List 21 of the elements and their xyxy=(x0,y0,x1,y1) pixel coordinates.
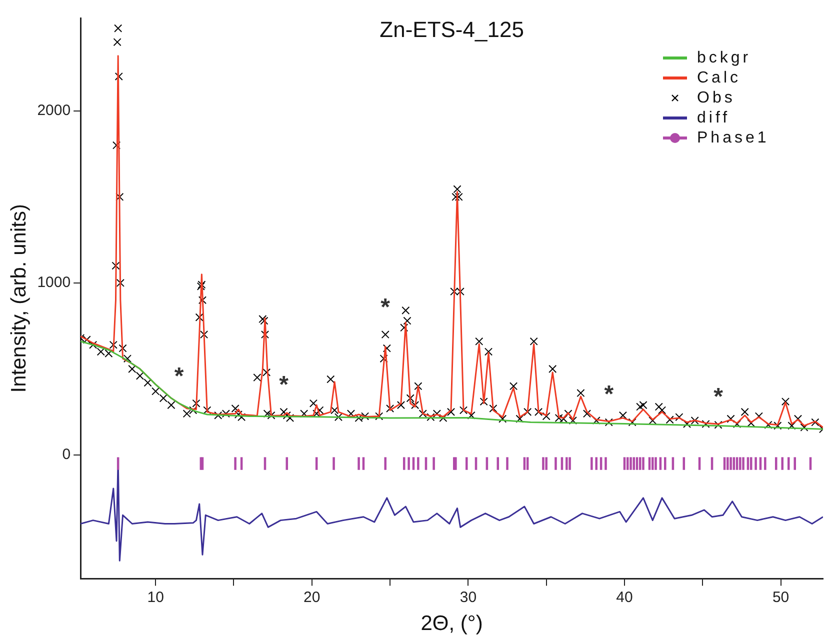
x-tick-label: 20 xyxy=(304,588,320,606)
legend-label: diff xyxy=(697,109,730,126)
y-tick-label: 2000 xyxy=(37,102,71,120)
annotation: * xyxy=(279,372,290,399)
legend-label: Obs xyxy=(697,89,736,106)
x-tick-label: 50 xyxy=(772,588,790,606)
legend-label: bckgr xyxy=(697,49,752,66)
annotation: * xyxy=(380,294,391,322)
y-tick-label: 0 xyxy=(62,446,71,464)
annotation: * xyxy=(604,381,614,408)
x-tick-label: 40 xyxy=(616,588,633,606)
x-tick-label: 10 xyxy=(147,588,164,606)
legend-label: Phase1 xyxy=(697,129,770,146)
x-axis-title: 2Θ, (°) xyxy=(420,612,483,636)
annotation: * xyxy=(174,362,184,390)
legend-label: Calc xyxy=(697,69,742,86)
chart-title: Zn-ETS-4_125 xyxy=(380,17,524,42)
y-tick-label: 1000 xyxy=(37,274,71,292)
y-axis-title: Intensity, (arb. units) xyxy=(7,204,30,393)
x-tick-label: 30 xyxy=(460,588,477,606)
annotation: * xyxy=(714,384,724,411)
